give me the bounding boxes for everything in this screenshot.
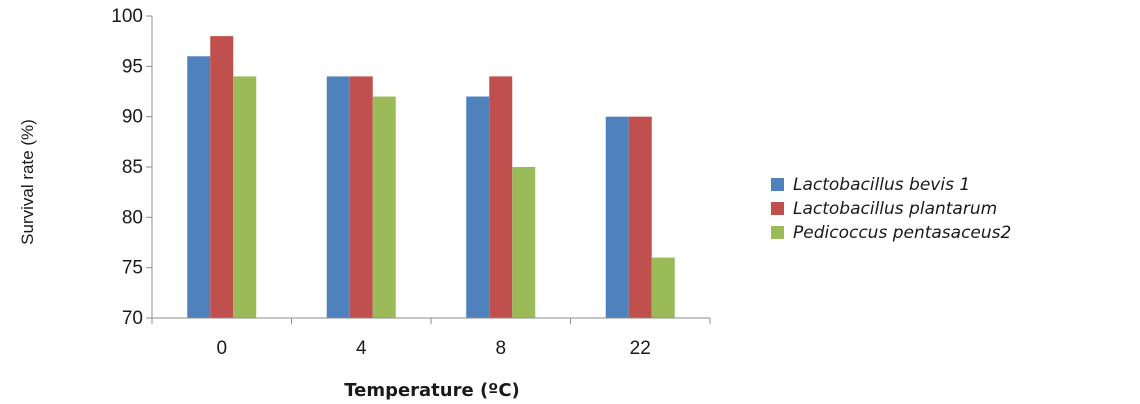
y-axis-ticks: 70 75 80 85 90 95 100	[111, 6, 152, 329]
bar	[372, 96, 396, 319]
legend-label: Lactobacillus bevis 1	[793, 175, 970, 195]
x-tick-label: 8	[495, 338, 506, 359]
bar	[349, 76, 373, 319]
y-axis-title: Survival rate (%)	[18, 119, 37, 245]
legend-swatch	[771, 178, 784, 191]
bar	[326, 76, 350, 319]
x-tick-label: 4	[356, 338, 367, 359]
bar	[605, 116, 629, 319]
bar	[489, 76, 513, 319]
legend-swatch	[771, 202, 784, 215]
plot-area	[151, 16, 710, 319]
legend-label: Lactobacillus plantarum	[793, 199, 997, 219]
y-tick-label: 70	[122, 308, 143, 329]
bar	[233, 76, 257, 319]
bar	[187, 56, 211, 319]
bar	[466, 96, 490, 319]
legend: Lactobacillus bevis 1 Lactobacillus plant…	[771, 175, 1011, 243]
y-tick-label: 80	[122, 207, 143, 228]
x-axis-ticks: 0 4 8 22	[151, 318, 711, 359]
legend-swatch	[771, 226, 784, 239]
x-axis-title: Temperature (ºC)	[344, 380, 520, 401]
x-tick-label: 0	[216, 338, 227, 359]
y-tick-label: 75	[122, 258, 143, 279]
y-tick-label: 85	[122, 157, 143, 178]
y-tick-label: 95	[122, 56, 143, 77]
bar	[210, 36, 234, 319]
y-tick-label: 90	[122, 107, 143, 128]
legend-label: Pedicoccus pentasaceus2	[793, 223, 1011, 243]
y-tick-label: 100	[111, 6, 143, 27]
bar	[628, 116, 652, 319]
bar	[512, 167, 536, 318]
x-tick-label: 22	[630, 338, 651, 359]
bar	[651, 257, 675, 318]
